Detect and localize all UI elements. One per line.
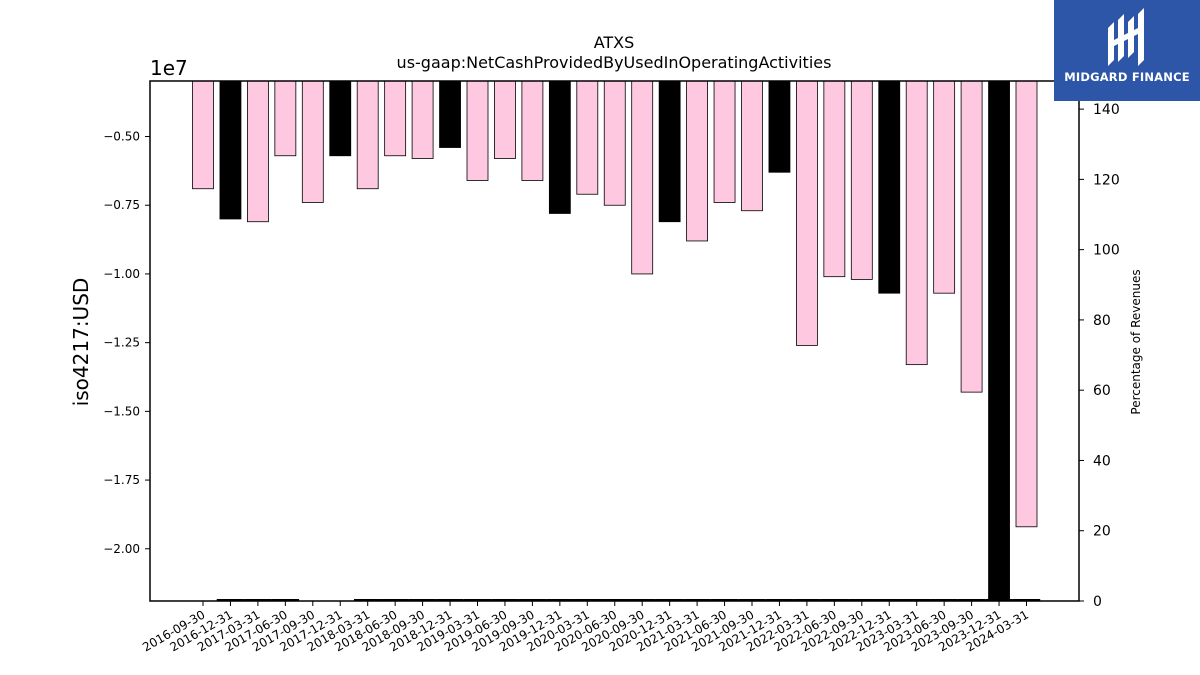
y2-tick-label: 140 [1093, 102, 1120, 118]
y-tick-label: −1.50 [103, 404, 140, 418]
bar-2021-09-30 [741, 80, 763, 212]
bar-2023-06-30 [933, 80, 956, 294]
y-axis-ticks: −0.50 −0.75 −1.00 −1.25 −1.50 −1.75 −2.00 [103, 130, 150, 556]
y-tick-label: −0.50 [103, 130, 140, 144]
y-tick-label: −0.75 [103, 198, 140, 212]
bar-2018-06-30 [384, 80, 407, 157]
midgard-finance-logo: MIDGARD FINANCE [1054, 0, 1200, 101]
logo-text: MIDGARD FINANCE [1064, 70, 1190, 84]
bar-2018-12-31 [439, 80, 461, 148]
bar-2023-03-31 [905, 80, 928, 366]
y-offset-label: 1e7 [150, 56, 188, 80]
bars-group [192, 80, 1038, 602]
x-axis-ticks: 2016-09-302016-12-312017-03-312017-06-30… [140, 601, 1031, 654]
bar-2017-06-30 [274, 80, 297, 157]
y-tick-label: −1.75 [103, 473, 140, 487]
y-tick-label: −1.00 [103, 267, 140, 281]
y2-tick-label: 100 [1093, 243, 1120, 259]
bar-2023-09-30 [960, 80, 983, 393]
bar-2021-06-30 [713, 80, 736, 203]
y-tick-label: −2.00 [103, 542, 140, 556]
y2-axis-label: Percentage of Revenues [1129, 269, 1143, 414]
bar-2020-12-31 [658, 80, 681, 223]
bar-2022-03-31 [796, 80, 818, 346]
bar-2019-06-30 [494, 80, 516, 159]
bar-2024-03-31 [1015, 80, 1038, 528]
chart-subtitle: us-gaap:NetCashProvidedByUsedInOperating… [397, 53, 832, 72]
chart-title: ATXS [594, 33, 635, 52]
y2-tick-label: 80 [1093, 313, 1111, 329]
y-axis-label: iso4217:USD [69, 278, 93, 407]
y-tick-label: −1.25 [103, 336, 140, 350]
bar-2020-06-30 [603, 80, 626, 206]
bar-2021-12-31 [768, 80, 791, 173]
bar-2017-12-31 [329, 80, 352, 157]
midgard-logo-icon [1108, 8, 1144, 66]
bar-2023-12-31 [988, 80, 1010, 602]
bar-2022-06-30 [823, 80, 846, 278]
bar-2019-09-30 [521, 80, 544, 181]
bar-2016-12-31 [219, 80, 242, 220]
bar-2020-03-31 [576, 80, 599, 195]
bar-2018-09-30 [411, 80, 434, 159]
bar-2016-09-30 [192, 80, 214, 190]
bar-2022-09-30 [850, 80, 873, 280]
y2-tick-label: 0 [1093, 594, 1102, 610]
bar-2022-12-31 [878, 80, 901, 294]
plot-frame [149, 80, 1080, 602]
bar-2020-09-30 [631, 80, 654, 275]
y2-tick-label: 60 [1093, 383, 1111, 399]
y2-tick-label: 20 [1093, 524, 1111, 540]
y2-axis-ticks: 0 20 40 60 80 100 120 140 [1079, 102, 1120, 610]
bar-2017-09-30 [301, 80, 324, 203]
bar-2018-03-31 [356, 80, 379, 190]
bar-2017-03-31 [246, 80, 269, 223]
bar-2021-03-31 [686, 80, 708, 242]
y2-tick-label: 120 [1093, 172, 1120, 188]
y2-tick-label: 40 [1093, 453, 1111, 469]
bar-2019-12-31 [548, 80, 571, 214]
bar-2019-03-31 [466, 80, 489, 181]
